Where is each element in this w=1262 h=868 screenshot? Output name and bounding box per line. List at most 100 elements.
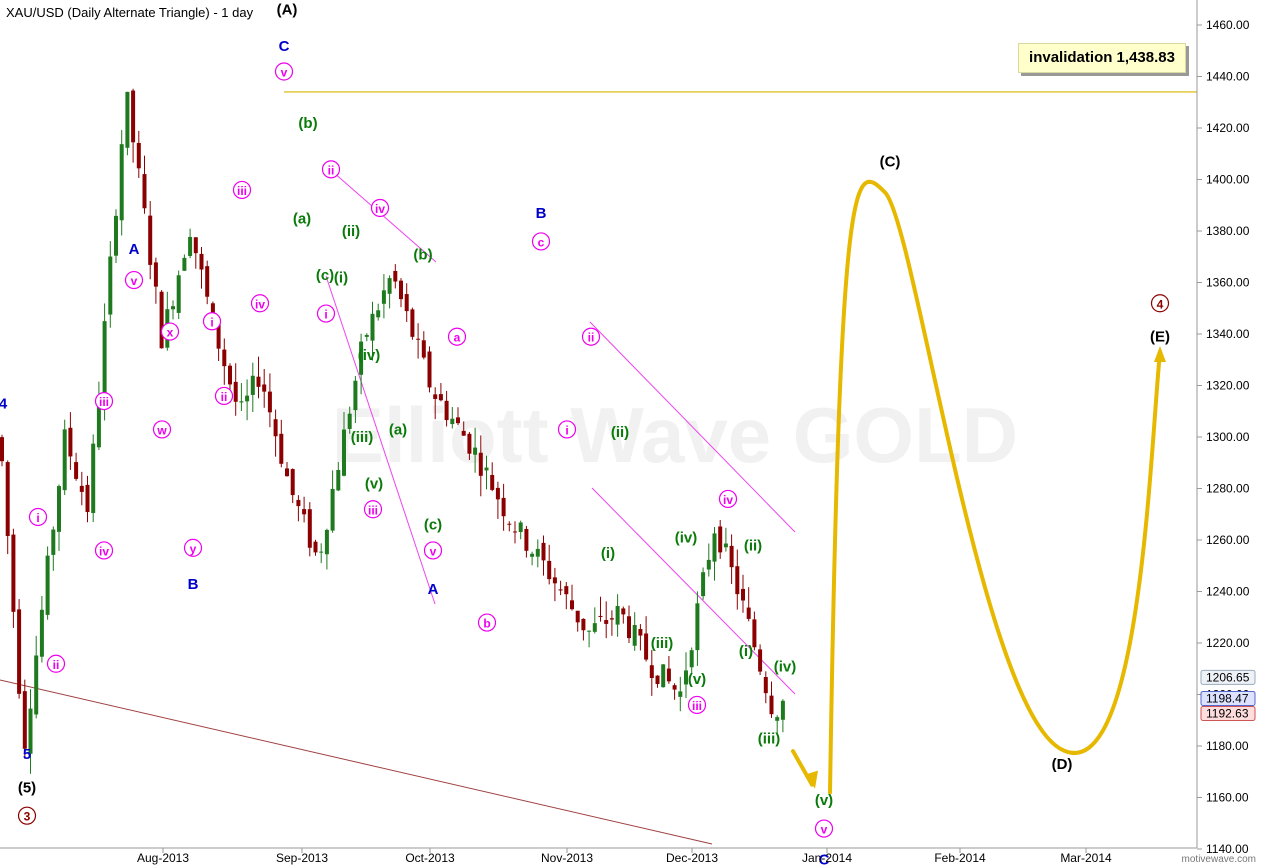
- candle-body: [85, 484, 90, 513]
- wave-label-circle: [17, 806, 37, 825]
- wave-label: ii: [53, 658, 60, 672]
- candle-body: [655, 675, 660, 685]
- channel-line: [332, 171, 437, 263]
- candle-body: [307, 509, 312, 548]
- wave-label: (iv): [358, 347, 381, 364]
- candle-body: [347, 413, 352, 429]
- wave-label: b: [483, 617, 490, 631]
- candle-body: [433, 394, 438, 399]
- y-tick-label: 1340.00: [1206, 327, 1250, 341]
- wave-label-circle: [28, 507, 48, 527]
- candle-body: [461, 430, 466, 436]
- candle-body: [193, 237, 198, 254]
- wave-label: (iv): [675, 530, 698, 547]
- candle-body: [421, 340, 426, 358]
- wave-label: (iii): [351, 429, 374, 446]
- candle-body: [296, 499, 301, 507]
- candle-body: [319, 551, 324, 553]
- candle-body: [74, 462, 79, 479]
- candle-body: [205, 266, 210, 297]
- candle-body: [256, 376, 261, 387]
- candle-body: [336, 470, 341, 491]
- wave-label-circle: [152, 420, 172, 439]
- wave-label: a: [454, 331, 461, 345]
- candle-body: [592, 623, 597, 632]
- candle-body: [746, 607, 751, 619]
- candle-body: [148, 215, 153, 265]
- price-tag-label: 1192.63: [1206, 706, 1249, 720]
- x-tick-label: Jan-2014: [802, 851, 852, 865]
- wave-label: C: [279, 38, 290, 55]
- y-tick-label: 1280.00: [1206, 482, 1250, 496]
- candle-body: [615, 606, 620, 625]
- price-tag-box: [1200, 705, 1256, 721]
- candle-body: [575, 610, 580, 623]
- wave-label: v: [821, 823, 828, 837]
- candle-body: [513, 531, 517, 533]
- x-tick-label: Aug-2013: [137, 851, 189, 865]
- x-tick-label: Sep-2013: [276, 851, 328, 865]
- candle-body: [484, 467, 489, 471]
- channel-line: [589, 321, 796, 533]
- candle-body: [28, 708, 33, 754]
- projection-arrowhead: [1154, 346, 1166, 363]
- y-tick-label: 1140.00: [1206, 842, 1249, 856]
- wave-label: i: [565, 423, 568, 437]
- y-tick-label: 1260.00: [1206, 533, 1250, 547]
- candle-body: [62, 429, 67, 491]
- price-tag-box: [1200, 669, 1256, 685]
- candle-body: [518, 522, 523, 533]
- candle-body: [507, 523, 512, 525]
- candle-body: [467, 433, 472, 454]
- wave-label: B: [536, 205, 547, 222]
- candle-body: [621, 608, 626, 615]
- candle-body: [136, 142, 141, 169]
- wave-label: (E): [1150, 329, 1170, 346]
- candle-body: [188, 236, 193, 256]
- wave-label: (iii): [651, 635, 674, 652]
- wave-label: (ii): [744, 537, 762, 554]
- wave-label: (b): [298, 115, 317, 132]
- wave-label-circle: [321, 160, 341, 179]
- wave-label: iv: [723, 493, 733, 507]
- candle-body: [39, 609, 44, 657]
- candle-body: [558, 589, 563, 591]
- candle-body: [706, 559, 711, 570]
- candle-body: [684, 670, 688, 685]
- wave-label: i: [36, 511, 39, 525]
- candle-body: [632, 625, 637, 646]
- x-tick-label: Nov-2013: [541, 851, 593, 865]
- y-tick-label: 1420.00: [1206, 121, 1250, 135]
- wave-label: v: [281, 66, 288, 80]
- candle-body: [131, 90, 136, 143]
- wave-label: (C): [880, 154, 901, 171]
- candle-body: [279, 433, 284, 464]
- wave-label: (i): [601, 545, 615, 562]
- candle-body: [598, 615, 603, 617]
- wave-label: (A): [277, 2, 298, 19]
- wave-label: iv: [375, 202, 385, 216]
- candle-body: [210, 303, 215, 315]
- candle-body: [564, 586, 569, 595]
- candle-body: [490, 474, 495, 490]
- candle-body: [638, 629, 643, 636]
- wave-label: (ii): [342, 223, 360, 240]
- candle-body: [689, 650, 694, 668]
- candle-body: [718, 526, 723, 553]
- y-tick-label: 1300.00: [1206, 430, 1250, 444]
- wave-label: iv: [99, 544, 109, 558]
- x-axis: Aug-2013 Sep-2013 Oct-2013 Nov-2013 Dec-2013…: [0, 847, 1197, 865]
- candle-body: [119, 144, 124, 221]
- wave-label-circle: [316, 304, 336, 323]
- candle-body: [353, 380, 358, 411]
- wave-label: (c): [316, 267, 334, 284]
- wave-label: (iii): [758, 730, 781, 747]
- candle-body: [524, 528, 529, 551]
- projection-arrowhead: [805, 770, 818, 789]
- y-tick-label: 1180.00: [1206, 739, 1249, 753]
- candle-body: [404, 294, 409, 312]
- wave-label: iii: [99, 395, 109, 409]
- projection-path: [791, 179, 1166, 795]
- wave-label-circle: [46, 654, 66, 673]
